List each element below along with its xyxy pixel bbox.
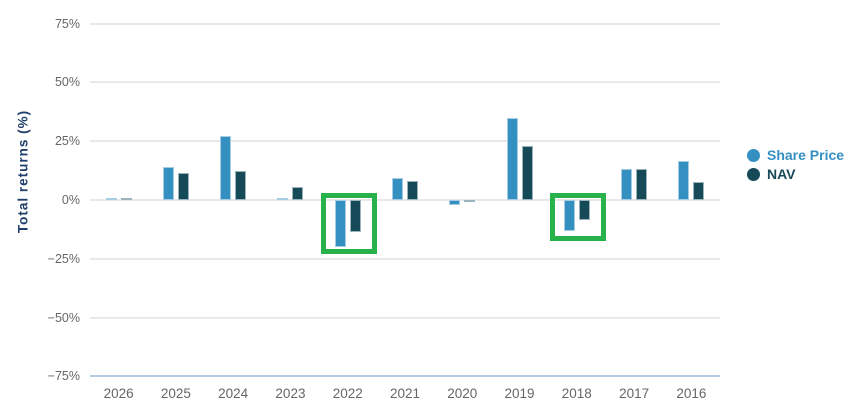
bar-share-price-2026[interactable] [105,197,117,200]
gridline [90,199,720,201]
x-axis-label-2023: 2023 [275,386,306,401]
legend-item-share-price[interactable]: Share Price [747,147,844,163]
x-axis-label-2017: 2017 [619,386,650,401]
bar-share-price-2025[interactable] [162,167,174,200]
x-axis-label-2022: 2022 [332,386,363,401]
y-tick-label: 25% [54,134,80,149]
x-axis-label-2019: 2019 [504,386,535,401]
legend-label-share-price: Share Price [767,147,845,163]
x-axis-label-2026: 2026 [103,386,134,401]
bar-nav-2020[interactable] [464,200,476,203]
gridline [90,140,720,143]
y-tick-label: 50% [54,75,80,90]
bar-nav-2025[interactable] [177,172,189,200]
bar-nav-2016[interactable] [693,182,705,200]
gridline [90,316,720,319]
bar-nav-2022[interactable] [349,200,361,232]
highlight-box-2018 [549,192,606,242]
bar-nav-2024[interactable] [235,170,247,200]
y-tick-label: −75% [47,369,80,384]
bar-share-price-2017[interactable] [621,169,633,200]
bar-share-price-2018[interactable] [563,200,575,231]
highlight-box-2022 [320,192,377,255]
y-tick-label: 0% [61,193,80,207]
gridline [90,22,720,25]
bar-nav-2021[interactable] [407,181,418,200]
bar-nav-2026[interactable] [120,197,132,200]
x-axis-label-2025: 2025 [160,386,191,401]
bar-nav-2018[interactable] [578,200,590,220]
bar-nav-2023[interactable] [292,187,304,200]
x-axis-label-2018: 2018 [561,386,592,401]
gridline [90,81,720,84]
y-tick-label: 75% [54,16,80,31]
nav-legend-dot-icon [747,167,760,181]
bar-share-price-2024[interactable] [220,136,232,200]
bar-share-price-2023[interactable] [277,197,289,200]
y-tick-label: −50% [47,310,80,325]
gridline [90,257,720,260]
bar-share-price-2022[interactable] [334,200,346,248]
bar-share-price-2020[interactable] [449,200,461,205]
legend-item-nav[interactable]: NAV [747,166,844,182]
x-axis-label-2024: 2024 [218,386,249,401]
x-axis-label-2020: 2020 [447,386,478,401]
legend: Share Price NAV [747,147,844,182]
bar-share-price-2016[interactable] [678,161,690,200]
bar-nav-2019[interactable] [521,145,533,200]
share-price-legend-dot-icon [747,148,760,162]
legend-label-nav: NAV [767,166,796,182]
x-axis-label-2016: 2016 [676,386,707,401]
x-axis-baseline [90,375,720,378]
y-tick-label: −25% [47,251,80,266]
bar-share-price-2019[interactable] [506,117,518,200]
bar-share-price-2021[interactable] [392,177,403,200]
x-axis-label-2021: 2021 [389,386,421,401]
bar-nav-2017[interactable] [636,169,648,200]
